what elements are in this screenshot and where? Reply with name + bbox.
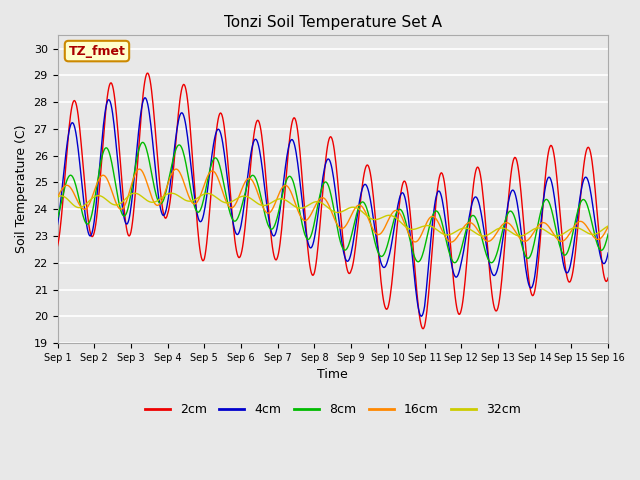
Y-axis label: Soil Temperature (C): Soil Temperature (C) bbox=[15, 125, 28, 253]
Text: TZ_fmet: TZ_fmet bbox=[68, 45, 125, 58]
Legend: 2cm, 4cm, 8cm, 16cm, 32cm: 2cm, 4cm, 8cm, 16cm, 32cm bbox=[140, 398, 526, 421]
Title: Tonzi Soil Temperature Set A: Tonzi Soil Temperature Set A bbox=[224, 15, 442, 30]
X-axis label: Time: Time bbox=[317, 368, 348, 381]
